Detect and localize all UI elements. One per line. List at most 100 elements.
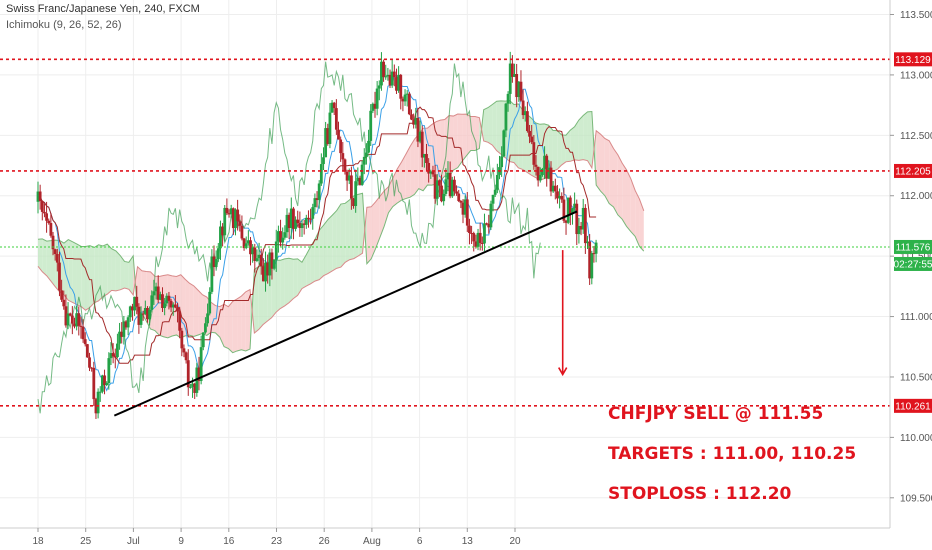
time-tick-label: Aug	[363, 536, 381, 547]
candle	[311, 203, 315, 230]
candle	[453, 176, 456, 196]
time-tick-label: 18	[32, 536, 44, 547]
candle	[457, 189, 461, 203]
ichimoku-cloud-segment	[436, 120, 441, 185]
candle	[502, 129, 506, 158]
candle	[307, 210, 310, 228]
price-tick-label: 110.500	[900, 372, 932, 383]
candle	[491, 194, 495, 212]
candle	[49, 212, 53, 238]
candle	[171, 302, 175, 316]
ichimoku-cloud-segment	[600, 134, 605, 196]
down-arrow-head	[558, 367, 568, 377]
candle	[79, 316, 83, 339]
candle	[180, 327, 184, 357]
candle	[214, 250, 218, 271]
candle	[523, 106, 527, 122]
ichimoku-cloud-segment	[115, 250, 121, 291]
trendline[interactable]	[113, 210, 578, 417]
candle	[418, 120, 422, 144]
ichimoku-cloud-segment	[124, 261, 129, 290]
candle	[476, 228, 480, 251]
candle	[277, 225, 280, 253]
candle	[459, 199, 463, 209]
candle	[143, 300, 147, 316]
ichimoku-cloud-segment	[630, 178, 636, 237]
time-tick-label: 16	[223, 536, 235, 547]
candle	[135, 285, 139, 315]
candle	[519, 70, 523, 102]
senkou-span-b	[37, 113, 645, 335]
candle	[287, 212, 291, 239]
ichimoku-cloud-segment	[570, 126, 575, 162]
candle	[111, 343, 115, 364]
price-tick-label: 111.000	[900, 312, 932, 323]
candle	[163, 298, 167, 316]
candle	[362, 148, 366, 175]
candle	[508, 51, 512, 105]
candle	[433, 164, 437, 204]
candle	[530, 124, 534, 145]
candle	[384, 64, 388, 80]
candle	[560, 192, 564, 203]
candle	[88, 352, 91, 372]
ichimoku-cloud-segment	[596, 130, 601, 192]
candle	[55, 248, 59, 272]
ichimoku-cloud-segment	[496, 100, 501, 155]
ichimoku-cloud-segment	[552, 130, 558, 172]
candle	[124, 320, 128, 330]
price-tick-label: 110.000	[900, 433, 932, 444]
candle	[193, 382, 197, 400]
candle	[538, 167, 542, 183]
ichimoku-cloud-segment	[185, 279, 190, 336]
ichimoku-cloud-segment	[609, 140, 614, 208]
candle	[148, 306, 152, 326]
candle	[246, 230, 250, 246]
ichimoku-cloud-segment	[622, 163, 627, 227]
candle	[401, 96, 405, 112]
candle	[517, 81, 521, 102]
candle	[371, 102, 375, 114]
symbol-title: Swiss Franc/Japanese Yen, 240, FXCM	[6, 3, 200, 15]
candle	[94, 397, 98, 419]
candle	[468, 218, 471, 245]
candle	[126, 315, 130, 336]
candle	[274, 229, 278, 272]
candle	[83, 332, 87, 347]
time-tick-label: 25	[80, 536, 92, 547]
candle	[283, 225, 287, 240]
candle	[156, 275, 160, 304]
ichimoku-cloud-segment	[353, 194, 359, 259]
candle	[289, 197, 293, 239]
ichimoku-cloud-segment	[237, 296, 242, 351]
candle	[515, 63, 519, 108]
candle	[268, 248, 272, 287]
candle	[85, 343, 89, 358]
candle	[53, 248, 57, 261]
candle	[212, 245, 216, 277]
ichimoku-cloud-segment	[42, 238, 47, 276]
candle	[139, 306, 143, 329]
candle	[66, 302, 70, 330]
indicator-label[interactable]: Ichimoku (9, 26, 52, 26)	[6, 19, 122, 31]
ichimoku-cloud-segment	[518, 103, 523, 170]
ichimoku-cloud-segment	[85, 245, 90, 311]
candle	[395, 68, 398, 95]
candle	[399, 73, 403, 110]
candle	[257, 242, 261, 265]
candle	[109, 342, 113, 365]
candle	[573, 192, 577, 214]
candle	[236, 199, 240, 231]
candle	[238, 214, 242, 232]
candle	[158, 291, 162, 301]
candle	[98, 386, 102, 402]
candle	[367, 129, 370, 154]
candle	[564, 219, 568, 235]
candle	[204, 317, 207, 334]
ichimoku-cloud-segment	[232, 298, 238, 353]
candle	[586, 235, 589, 250]
svg-text:113.129: 113.129	[895, 55, 931, 66]
ichimoku-cloud-segment	[379, 190, 385, 238]
candle	[225, 198, 229, 216]
